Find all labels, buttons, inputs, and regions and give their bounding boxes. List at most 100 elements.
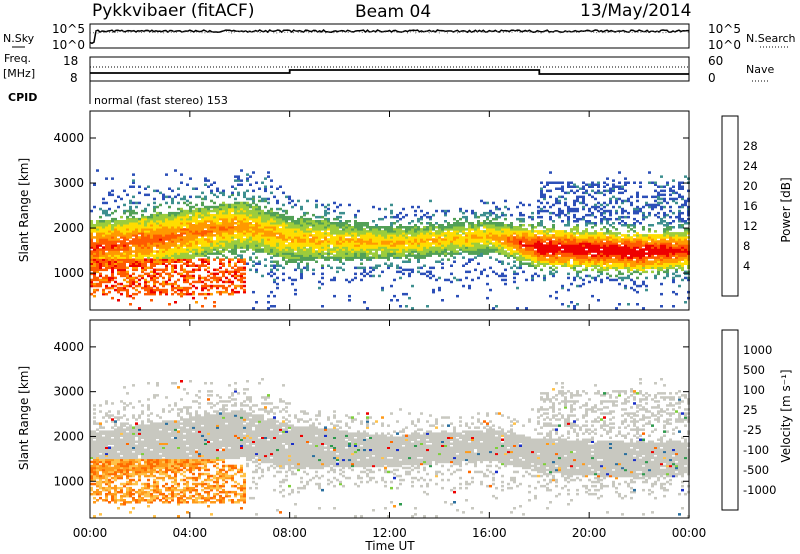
data-cell [351, 232, 354, 235]
data-cell [219, 209, 222, 213]
data-cell [234, 276, 237, 280]
data-cell [183, 230, 186, 233]
data-cell [258, 211, 261, 215]
data-cell [240, 228, 243, 231]
data-cell [321, 248, 324, 251]
data-cell [294, 256, 297, 259]
data-cell [432, 274, 435, 278]
data-cell [213, 217, 216, 221]
data-cell [99, 282, 102, 286]
data-cell [159, 215, 162, 219]
data-cell [519, 236, 522, 239]
data-cell [99, 234, 102, 237]
data-cell [267, 197, 270, 201]
data-cell [537, 209, 540, 213]
data-cell [543, 246, 546, 249]
data-cell [129, 230, 132, 233]
data-cell [126, 215, 129, 219]
data-cell [195, 286, 198, 290]
data-cell [183, 242, 186, 245]
data-cell [186, 256, 189, 259]
data-cell [201, 238, 204, 241]
data-cell [111, 232, 114, 235]
data-cell [225, 209, 228, 213]
data-cell [177, 248, 180, 251]
data-cell [429, 252, 432, 255]
data-cell [309, 232, 312, 235]
data-cell [195, 230, 198, 233]
data-cell [495, 228, 498, 231]
data-cell [147, 232, 150, 235]
data-cell [537, 254, 540, 257]
data-cell [573, 305, 576, 308]
data-cell [180, 217, 183, 221]
data-cell [165, 246, 168, 249]
data-cell [216, 207, 219, 211]
data-cell [552, 234, 555, 237]
data-cell [273, 232, 276, 235]
data-cell [507, 254, 510, 257]
data-cell [438, 234, 441, 237]
data-cell [144, 258, 147, 261]
data-cell [465, 238, 468, 241]
data-cell [162, 256, 165, 259]
data-cell [258, 226, 261, 229]
data-cell [495, 226, 498, 229]
data-cell [513, 250, 516, 253]
data-cell [369, 240, 372, 243]
data-cell [399, 238, 402, 241]
data-cell [123, 262, 126, 265]
data-cell [219, 250, 222, 253]
data-cell [201, 258, 204, 261]
data-cell [471, 228, 474, 231]
data-cell [120, 258, 123, 261]
data-cell [240, 224, 243, 227]
data-cell [510, 213, 513, 217]
data-cell [399, 305, 402, 308]
data-cell [327, 252, 330, 255]
data-cell [177, 207, 180, 211]
data-cell [519, 266, 522, 270]
data-cell [549, 260, 552, 263]
data-cell [243, 262, 246, 265]
data-cell [528, 240, 531, 243]
data-cell [138, 262, 141, 265]
data-cell [435, 248, 438, 251]
data-cell [453, 224, 456, 227]
data-cell [93, 246, 96, 249]
data-cell [180, 272, 183, 276]
data-cell [468, 224, 471, 227]
data-cell [207, 248, 210, 251]
data-cell [132, 201, 135, 205]
data-cell [411, 228, 414, 231]
data-cell [216, 242, 219, 245]
data-cell [216, 272, 219, 276]
data-cell [321, 264, 324, 267]
data-cell [231, 232, 234, 235]
data-cell [537, 236, 540, 239]
data-cell [540, 215, 543, 219]
data-cell [315, 256, 318, 259]
data-cell [492, 307, 495, 310]
data-cell [549, 238, 552, 241]
data-cell [234, 250, 237, 253]
data-cell [171, 217, 174, 221]
data-cell [282, 258, 285, 261]
data-cell [126, 252, 129, 255]
data-cell [453, 222, 456, 225]
data-cell [483, 248, 486, 251]
data-cell [186, 260, 189, 263]
data-cell [204, 286, 207, 290]
data-cell [486, 244, 489, 247]
data-cell [264, 264, 267, 267]
data-cell [297, 258, 300, 261]
data-cell [504, 244, 507, 247]
data-cell [354, 220, 357, 223]
data-cell [504, 232, 507, 235]
data-cell [261, 211, 264, 215]
data-cell [180, 252, 183, 255]
data-cell [513, 270, 516, 274]
data-cell [624, 189, 627, 193]
data-cell [489, 232, 492, 235]
data-cell [171, 213, 174, 217]
